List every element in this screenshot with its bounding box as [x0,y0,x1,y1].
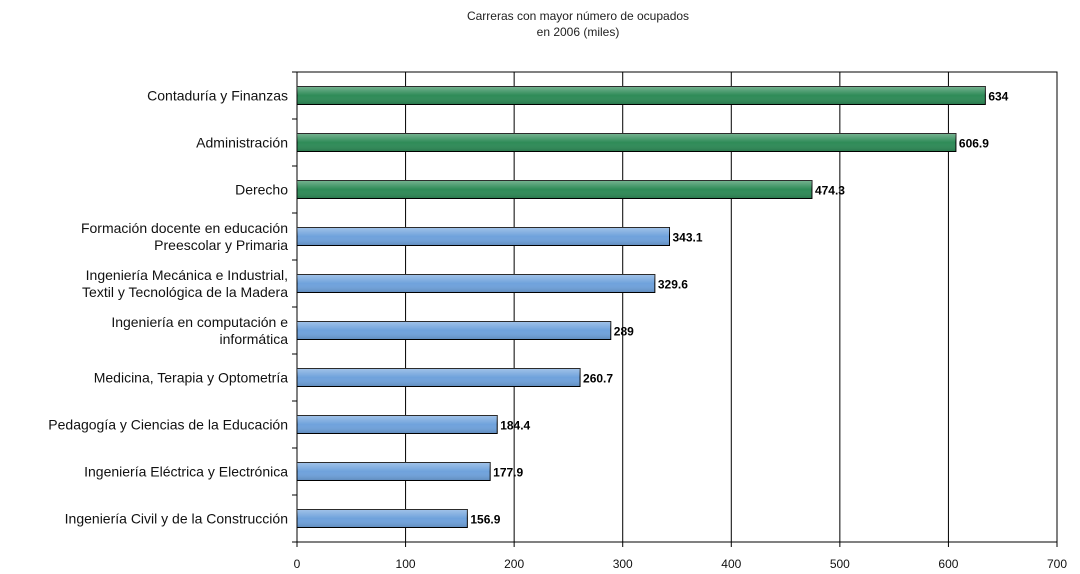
x-tick-label: 100 [396,557,416,571]
category-label: Formación docente en educación [81,220,288,236]
category-label: Administración [196,135,288,151]
category-label: Derecho [235,182,288,198]
bar-shading [297,462,491,481]
category-label: Ingeniería Eléctrica y Electrónica [84,464,288,480]
bar-shading [297,368,581,387]
plot-area: 0 100 200 300 400 500 600 700 634 Contaduría y Fi… [48,71,1067,571]
bar-shading [297,133,956,152]
x-tick-label: 200 [504,557,524,571]
data-label: 177.9 [493,466,523,480]
chart-title-line-1: Carreras con mayor número de ocupados [467,9,689,23]
bar-shading [297,415,498,434]
category-label: Ingeniería en computación e [111,314,288,330]
bar-shading [297,227,670,246]
bar-shading [297,509,468,528]
x-tick-label: 500 [830,557,850,571]
bar-shading [297,274,655,293]
x-tick-label: 300 [613,557,633,571]
data-label: 184.4 [500,419,530,433]
bar-shading [297,321,611,340]
category-label: Contaduría y Finanzas [147,88,288,104]
data-label: 606.9 [959,137,989,151]
data-label: 474.3 [815,184,845,198]
data-label: 343.1 [673,231,703,245]
category-label: Pedagogía y Ciencias de la Educación [48,417,288,433]
category-label: informática [220,331,289,347]
x-tick-label: 700 [1047,557,1067,571]
chart-title-line-2: en 2006 (miles) [537,25,620,39]
x-tick-label: 400 [721,557,741,571]
x-tick-label: 600 [938,557,958,571]
category-label: Ingeniería Civil y de la Construcción [65,511,288,527]
data-label: 329.6 [658,278,688,292]
category-label: Textil y Tecnológica de la Madera [82,284,288,300]
category-label: Preescolar y Primaria [154,237,288,253]
category-label: Ingeniería Mecánica e Industrial, [86,267,288,283]
x-tick-label: 0 [294,557,301,571]
data-label: 634 [988,90,1008,104]
data-label: 156.9 [470,513,500,527]
category-label: Medicina, Terapia y Optometría [94,370,288,386]
data-label: 289 [614,325,634,339]
data-label: 260.7 [583,372,613,386]
bar-shading [297,180,812,199]
bar-shading [297,86,986,105]
